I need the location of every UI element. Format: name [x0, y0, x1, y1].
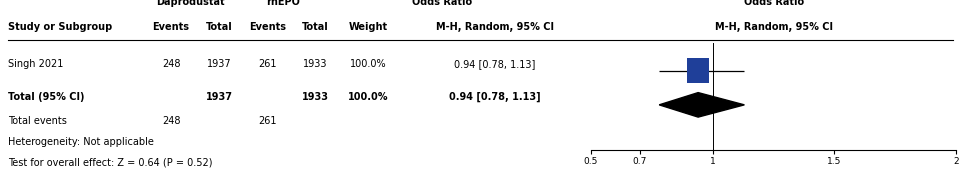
Text: Events: Events: [153, 22, 189, 32]
Text: Events: Events: [249, 22, 285, 32]
Text: 1933: 1933: [303, 59, 328, 69]
Text: 0.94 [0.78, 1.13]: 0.94 [0.78, 1.13]: [449, 92, 541, 102]
Text: rhEPO: rhEPO: [266, 0, 301, 7]
Text: 100.0%: 100.0%: [350, 59, 386, 69]
Text: 248: 248: [161, 116, 181, 126]
Text: Total: Total: [206, 22, 233, 32]
Text: Singh 2021: Singh 2021: [8, 59, 63, 69]
Text: 100.0%: 100.0%: [348, 92, 388, 102]
Text: Daprodustat: Daprodustat: [156, 0, 225, 7]
Text: Odds Ratio: Odds Ratio: [744, 0, 803, 7]
Text: 248: 248: [161, 59, 181, 69]
Text: M-H, Random, 95% CI: M-H, Random, 95% CI: [436, 22, 554, 32]
Text: Heterogeneity: Not applicable: Heterogeneity: Not applicable: [8, 137, 154, 147]
Text: 0.94 [0.78, 1.13]: 0.94 [0.78, 1.13]: [455, 59, 535, 69]
Text: 1933: 1933: [302, 92, 329, 102]
Text: 261: 261: [258, 116, 277, 126]
Text: Total: Total: [302, 22, 329, 32]
Text: 1937: 1937: [206, 92, 233, 102]
Polygon shape: [659, 93, 745, 117]
Text: Study or Subgroup: Study or Subgroup: [8, 22, 111, 32]
Text: 261: 261: [258, 59, 277, 69]
Text: M-H, Random, 95% CI: M-H, Random, 95% CI: [715, 22, 832, 32]
Text: Weight: Weight: [349, 22, 387, 32]
Text: Total events: Total events: [8, 116, 66, 126]
Text: Odds Ratio: Odds Ratio: [412, 0, 472, 7]
Text: 1937: 1937: [207, 59, 232, 69]
Text: Total (95% CI): Total (95% CI): [8, 92, 85, 102]
Text: Test for overall effect: Z = 0.64 (P = 0.52): Test for overall effect: Z = 0.64 (P = 0…: [8, 158, 212, 168]
Bar: [687, 58, 709, 83]
